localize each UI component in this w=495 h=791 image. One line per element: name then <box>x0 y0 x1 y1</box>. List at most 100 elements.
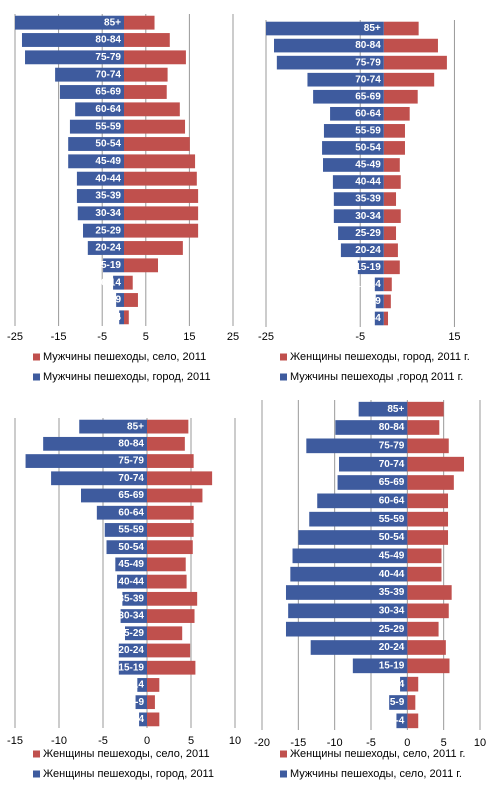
category-label: 35-39 <box>379 587 405 598</box>
bar <box>120 609 147 623</box>
bar <box>124 67 168 82</box>
bar <box>358 401 408 417</box>
bar <box>335 420 408 435</box>
legend-swatch <box>280 353 287 361</box>
category-label: 25-29 <box>355 228 381 239</box>
bar <box>407 456 465 472</box>
bar <box>135 695 147 710</box>
bar <box>115 557 147 572</box>
legend-swatch <box>33 353 40 361</box>
bar <box>83 223 124 238</box>
bar <box>276 55 384 70</box>
x-tick-label: 5 <box>188 735 194 747</box>
category-label: 0-4 <box>107 312 122 323</box>
bar <box>383 38 438 53</box>
bar <box>124 137 190 151</box>
category-label: 70-74 <box>379 459 405 470</box>
bar <box>288 603 408 619</box>
category-label: 65-69 <box>118 490 144 501</box>
bar <box>25 50 124 65</box>
bar <box>76 171 124 186</box>
category-label: 20-24 <box>379 642 405 653</box>
category-label: 65-69 <box>95 87 121 98</box>
legend-label: Женщины пешеходы, город, 2011 <box>43 768 214 780</box>
x-tick-label: -25 <box>258 331 274 343</box>
bar <box>383 141 405 155</box>
bar <box>21 33 125 47</box>
bar <box>383 175 401 189</box>
category-label: 80-84 <box>118 438 144 449</box>
category-label: 5-9 <box>130 697 145 708</box>
category-label: 15-19 <box>379 660 405 671</box>
x-tick-label: 5 <box>441 737 447 749</box>
bar <box>118 643 147 658</box>
category-label: 85+ <box>387 404 404 415</box>
category-label: 45-49 <box>355 160 381 171</box>
category-label: 20-24 <box>355 245 381 256</box>
x-tick-label: -5 <box>98 735 108 747</box>
category-label: 5-9 <box>366 296 381 307</box>
category-label: 35-39 <box>355 194 381 205</box>
bar <box>68 154 124 169</box>
bar <box>147 419 189 434</box>
bar <box>124 275 133 290</box>
category-label: 60-64 <box>355 108 381 119</box>
bar <box>374 277 384 292</box>
bar <box>352 658 408 674</box>
category-label: 85+ <box>104 17 121 28</box>
category-label: 10-14 <box>118 680 144 691</box>
bar <box>383 158 400 172</box>
bar <box>374 311 384 326</box>
bar <box>298 530 408 545</box>
bar <box>147 678 160 692</box>
category-label: 50-54 <box>118 542 144 553</box>
bar <box>116 293 124 307</box>
bar <box>125 626 147 641</box>
category-label: 15-19 <box>355 262 381 273</box>
bar <box>307 72 384 87</box>
bar <box>407 713 419 729</box>
category-label: 45-49 <box>379 550 405 561</box>
x-tick-label: -5 <box>97 331 107 343</box>
bar <box>330 106 384 121</box>
bar <box>147 712 160 727</box>
bar <box>124 119 186 134</box>
category-label: 80-84 <box>95 35 121 46</box>
x-tick-label: -10 <box>51 735 67 747</box>
bar <box>106 540 147 555</box>
category-label: 5-9 <box>107 295 122 306</box>
bar <box>407 401 444 417</box>
bar <box>407 640 446 655</box>
bar <box>274 38 384 53</box>
bar <box>117 574 147 589</box>
bar <box>124 310 129 325</box>
category-label: 25-29 <box>379 624 405 635</box>
bar <box>25 454 148 468</box>
category-label: 40-44 <box>118 576 144 587</box>
bar <box>285 621 408 637</box>
bar <box>124 206 199 221</box>
x-tick-label: -25 <box>7 331 23 343</box>
category-label: 35-39 <box>95 191 121 202</box>
bar <box>139 712 147 727</box>
bar <box>407 603 449 619</box>
bar <box>357 260 384 275</box>
bar <box>87 241 124 255</box>
category-label: 30-34 <box>379 605 405 616</box>
bar <box>338 226 384 241</box>
category-label: 0-4 <box>390 715 405 726</box>
bar <box>323 124 384 138</box>
x-tick-label: 10 <box>229 735 241 747</box>
bar <box>407 511 449 527</box>
bar <box>96 505 147 520</box>
bar <box>383 89 418 104</box>
bar <box>124 33 170 47</box>
bar <box>383 124 405 138</box>
bar <box>113 275 124 290</box>
legend-label: Мужчины пешеходы, село, 2011 <box>43 351 206 363</box>
category-label: 50-54 <box>355 143 381 154</box>
bar <box>383 106 410 121</box>
legend-label: Женщины пешеходы, село, 2011 г. <box>290 748 465 760</box>
bar <box>43 436 147 451</box>
x-tick-label: 0 <box>144 735 150 747</box>
